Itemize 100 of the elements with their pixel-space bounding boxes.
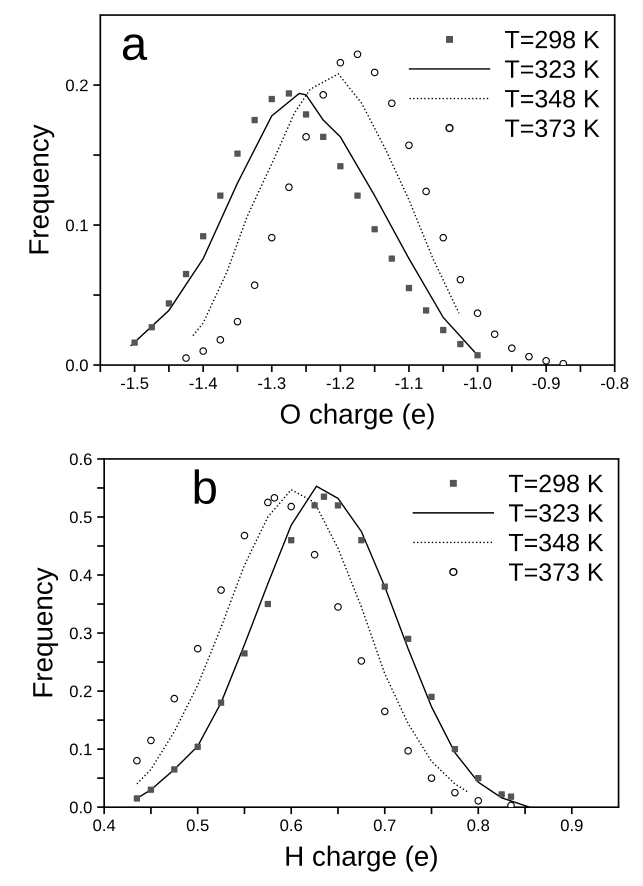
point <box>241 650 248 657</box>
point <box>268 96 275 102</box>
point <box>287 502 296 510</box>
legend-label: T=373 K <box>505 119 600 138</box>
point <box>388 99 396 108</box>
y-tick-label: 0.6 <box>70 453 92 466</box>
point <box>498 791 505 798</box>
point <box>217 586 225 594</box>
point <box>148 324 155 330</box>
x-tick-label: 0.7 <box>374 819 396 832</box>
point <box>559 360 568 366</box>
y-tick-label: 0.2 <box>70 685 92 698</box>
point <box>406 284 412 292</box>
point <box>182 354 190 362</box>
point <box>218 700 224 706</box>
legend-label: T=298 K <box>508 474 604 492</box>
point <box>382 583 388 590</box>
point <box>286 90 292 97</box>
point <box>370 68 378 76</box>
point <box>388 255 395 262</box>
x-tick-label: -1.5 <box>120 377 148 390</box>
point <box>320 134 326 140</box>
y-tick-label: 0.2 <box>66 79 88 92</box>
point <box>334 502 342 509</box>
x-tick-label: -0.9 <box>532 377 560 390</box>
x-tick-label: -0.8 <box>601 377 628 390</box>
point <box>310 550 318 559</box>
y-axis-title: Frequency <box>33 567 58 696</box>
point <box>354 192 361 199</box>
point <box>166 300 172 307</box>
point <box>194 644 202 653</box>
point <box>302 111 310 118</box>
x-tick-label: -1.1 <box>395 377 422 389</box>
point <box>490 330 498 338</box>
point <box>171 766 178 773</box>
y-tick-label: 0.1 <box>66 219 88 232</box>
point <box>542 357 550 365</box>
point <box>240 532 248 540</box>
point <box>320 494 328 500</box>
point <box>334 603 342 611</box>
point <box>264 498 272 506</box>
y-tick-label: 0.0 <box>70 802 92 814</box>
point <box>147 736 155 744</box>
point <box>440 326 446 334</box>
x-tick-label: 0.8 <box>467 819 490 832</box>
point <box>507 802 515 808</box>
point <box>200 233 206 240</box>
point <box>133 756 141 765</box>
point <box>380 708 389 716</box>
point <box>475 774 482 782</box>
legend-label: T=323 K <box>508 504 604 522</box>
point <box>358 537 365 544</box>
point <box>474 352 481 358</box>
annotation: b <box>194 469 216 504</box>
point <box>404 636 412 642</box>
x-tick-label: -1.3 <box>258 377 286 390</box>
x-tick-label: 0.5 <box>186 819 209 832</box>
point <box>474 796 482 805</box>
x-axis-title: H charge (e) <box>286 846 437 872</box>
point <box>457 340 464 348</box>
y-tick-label: 0.5 <box>70 511 92 524</box>
point <box>525 352 533 360</box>
point <box>336 58 344 66</box>
point <box>428 774 436 782</box>
point <box>451 788 459 796</box>
point <box>508 794 514 800</box>
point <box>134 795 140 802</box>
point <box>194 744 201 750</box>
point <box>270 494 278 502</box>
point <box>302 133 310 141</box>
point <box>234 318 242 326</box>
point <box>358 657 366 665</box>
point <box>311 502 318 509</box>
annotation: a <box>122 34 148 60</box>
x-tick-label: 0.9 <box>560 819 583 832</box>
legend-label: T=348 K <box>508 534 604 552</box>
y-tick-label: 0.4 <box>70 569 92 582</box>
point <box>264 600 271 608</box>
point <box>422 188 430 196</box>
point <box>319 91 328 99</box>
point <box>199 347 207 355</box>
legend-label: T=373 K <box>508 563 604 581</box>
point <box>251 116 258 124</box>
point <box>268 234 276 242</box>
y-tick-label: 0.0 <box>66 359 88 372</box>
y-axis-title: Frequency <box>29 124 54 254</box>
point <box>217 192 224 199</box>
legend-label: T=348 K <box>505 90 600 108</box>
y-tick-label: 0.1 <box>70 744 92 756</box>
point <box>439 234 448 242</box>
point <box>474 309 482 318</box>
point <box>452 746 458 752</box>
point <box>131 339 138 346</box>
point <box>288 537 294 544</box>
x-tick-label: -1.4 <box>190 377 218 389</box>
point <box>170 694 178 702</box>
point <box>428 694 435 700</box>
x-tick-label: -1.2 <box>326 377 354 389</box>
x-tick-label: -1.0 <box>464 377 492 390</box>
x-tick-label: 0.6 <box>280 819 302 832</box>
